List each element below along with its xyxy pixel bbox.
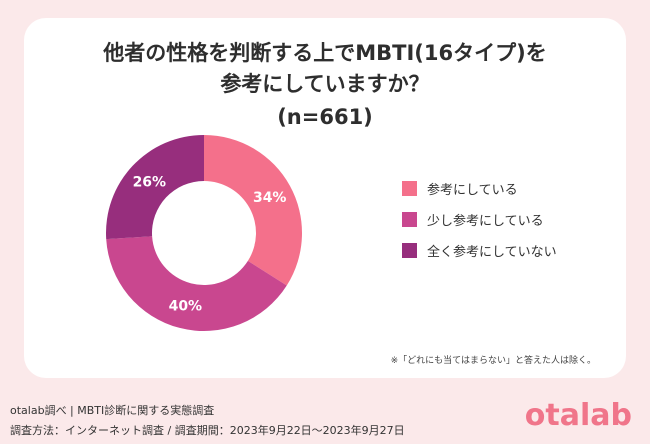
method-line: 調査方法：インターネット調査 / 調査期間：2023年9月22日〜2023年9月… <box>10 424 405 437</box>
donut-slice-2 <box>106 135 204 240</box>
chart-title: 他者の性格を判断する上でMBTI(16タイプ)を 参考にしていますか？ (n=6… <box>24 38 626 133</box>
donut-label-1: 40% <box>169 299 203 315</box>
legend: 参考にしている 少し参考にしている 全く参考にしていない <box>402 178 557 271</box>
legend-item-2: 全く参考にしていない <box>402 240 557 260</box>
chart-card: 他者の性格を判断する上でMBTI(16タイプ)を 参考にしていますか？ (n=6… <box>24 18 626 378</box>
chart-title-line-2: 参考にしていますか？ <box>220 72 430 96</box>
chart-title-line-1: 他者の性格を判断する上でMBTI(16タイプ)を <box>103 41 547 65</box>
legend-label-0: 参考にしている <box>427 182 518 198</box>
donut-slice-0 <box>204 135 302 286</box>
donut-label-0: 34% <box>253 190 287 206</box>
chart-subtitle: (n=661) <box>277 105 373 129</box>
legend-swatch-2 <box>402 242 417 258</box>
legend-item-0: 参考にしている <box>402 178 557 198</box>
legend-swatch-0 <box>402 180 417 196</box>
footnote: ※「どれにも当てはまらない」と答えた人は除く。 <box>390 356 596 366</box>
brand-logo: otalab <box>524 398 632 433</box>
donut-chart: 34% 40% 26% <box>106 135 302 331</box>
donut-slice-1 <box>106 236 287 331</box>
legend-item-1: 少し参考にしている <box>402 209 557 229</box>
source-line: otalab調べ | MBTI診断に関する実態調査 <box>10 404 215 417</box>
legend-label-2: 全く参考にしていない <box>427 244 557 260</box>
legend-swatch-1 <box>402 211 417 227</box>
legend-label-1: 少し参考にしている <box>427 213 544 229</box>
donut-label-2: 26% <box>133 175 167 191</box>
